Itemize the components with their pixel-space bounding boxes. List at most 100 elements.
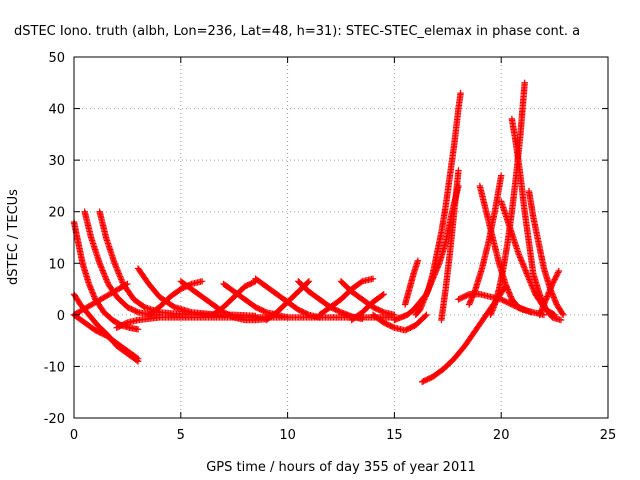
data-point-marker (421, 294, 429, 302)
data-point-marker (134, 326, 142, 333)
data-point-marker (422, 312, 429, 320)
data-point-marker (520, 263, 527, 270)
data-point-marker (101, 273, 109, 280)
data-series (455, 291, 548, 319)
data-point-marker (523, 270, 531, 277)
data-point-marker (519, 260, 526, 267)
data-series (81, 208, 163, 319)
data-point-marker (113, 264, 120, 271)
data-point-marker (419, 299, 427, 306)
grid-lines (74, 57, 608, 418)
data-point-marker (97, 263, 105, 270)
y-tick-label: 40 (48, 103, 65, 118)
data-point-marker (521, 79, 528, 86)
data-point-marker (416, 306, 424, 313)
x-tick-label: 20 (493, 428, 510, 443)
y-tick-label: -20 (44, 412, 65, 427)
data-point-marker (525, 274, 532, 282)
x-tick-label: 0 (70, 428, 78, 443)
data-point-marker (133, 354, 141, 362)
data-point-marker (457, 89, 464, 97)
data-point-marker (422, 291, 430, 299)
data-series (70, 280, 131, 319)
data-point-marker (417, 305, 424, 312)
data-point-marker (557, 316, 565, 324)
data-point-marker (115, 270, 123, 277)
data-point-marker (540, 311, 548, 319)
data-point-marker (559, 311, 567, 319)
data-point-marker (115, 268, 122, 276)
x-axis-label: GPS time / hours of day 355 of year 2011 (206, 460, 476, 475)
data-point-marker (515, 249, 522, 257)
data-point-marker (518, 258, 526, 266)
plot-frame (73, 56, 609, 419)
data-point-marker (526, 277, 534, 285)
data-point-marker (423, 311, 430, 319)
y-tick-label: 10 (48, 257, 65, 272)
data-point-marker (116, 273, 124, 280)
data-point-marker (489, 305, 497, 313)
data-point-marker (551, 276, 558, 283)
data-point-marker (424, 287, 432, 294)
data-point-marker (122, 320, 130, 327)
data-point-marker (305, 278, 313, 285)
data-point-marker (419, 300, 426, 308)
data-point-marker (104, 279, 111, 286)
y-tick-label: 30 (48, 154, 65, 169)
data-point-marker (518, 305, 525, 313)
data-point-marker (261, 308, 269, 315)
y-tick-label: 0 (57, 309, 65, 324)
data-point-marker (555, 267, 563, 275)
data-point-marker (552, 274, 559, 282)
data-point-marker (521, 264, 528, 271)
data-point-marker (464, 291, 472, 299)
data-series (412, 89, 464, 319)
x-tick-label: 15 (386, 428, 403, 443)
data-point-marker (550, 277, 558, 285)
data-point-marker (523, 268, 530, 276)
data-point-marker (99, 267, 106, 274)
data-series (401, 257, 422, 308)
data-point-marker (517, 255, 524, 263)
data-point-marker (423, 290, 430, 297)
data-point-marker (528, 282, 535, 289)
data-point-marker (96, 260, 103, 267)
data-series (438, 167, 462, 324)
data-series (348, 291, 387, 324)
data-point-marker (554, 270, 561, 278)
y-axis-label: dSTEC / TECUs (6, 189, 21, 285)
data-point-marker (379, 308, 386, 315)
data-point-marker (524, 273, 532, 280)
data-point-marker (98, 265, 106, 273)
data-point-marker (521, 265, 529, 273)
data-point-marker (102, 274, 109, 282)
y-tick-label: -10 (44, 360, 65, 375)
data-point-marker (553, 272, 560, 279)
data-series (316, 275, 377, 319)
data-point-marker (549, 280, 556, 288)
data-point-marker (418, 303, 425, 310)
data-point-marker (422, 293, 429, 300)
data-point-marker (111, 260, 118, 267)
data-series (113, 314, 398, 331)
data-point-marker (389, 323, 397, 331)
data-point-marker (304, 279, 312, 286)
x-tick-label: 5 (177, 428, 185, 443)
data-point-marker (134, 355, 142, 362)
x-tick-label: 25 (600, 428, 617, 443)
y-tick-label: 50 (48, 51, 65, 66)
data-point-marker (516, 252, 523, 260)
data-point-marker (549, 279, 557, 286)
data-point-marker (133, 308, 140, 315)
data-point-marker (552, 273, 560, 280)
data-point-marker (516, 254, 524, 261)
data-point-marker (98, 264, 105, 271)
data-point-marker (424, 288, 431, 296)
data-point-marker (522, 267, 529, 274)
data-point-marker (112, 263, 120, 270)
data-point-marker (420, 297, 427, 305)
data-point-marker (100, 270, 108, 277)
y-tick-label: 20 (48, 206, 65, 221)
data-point-marker (100, 268, 107, 276)
